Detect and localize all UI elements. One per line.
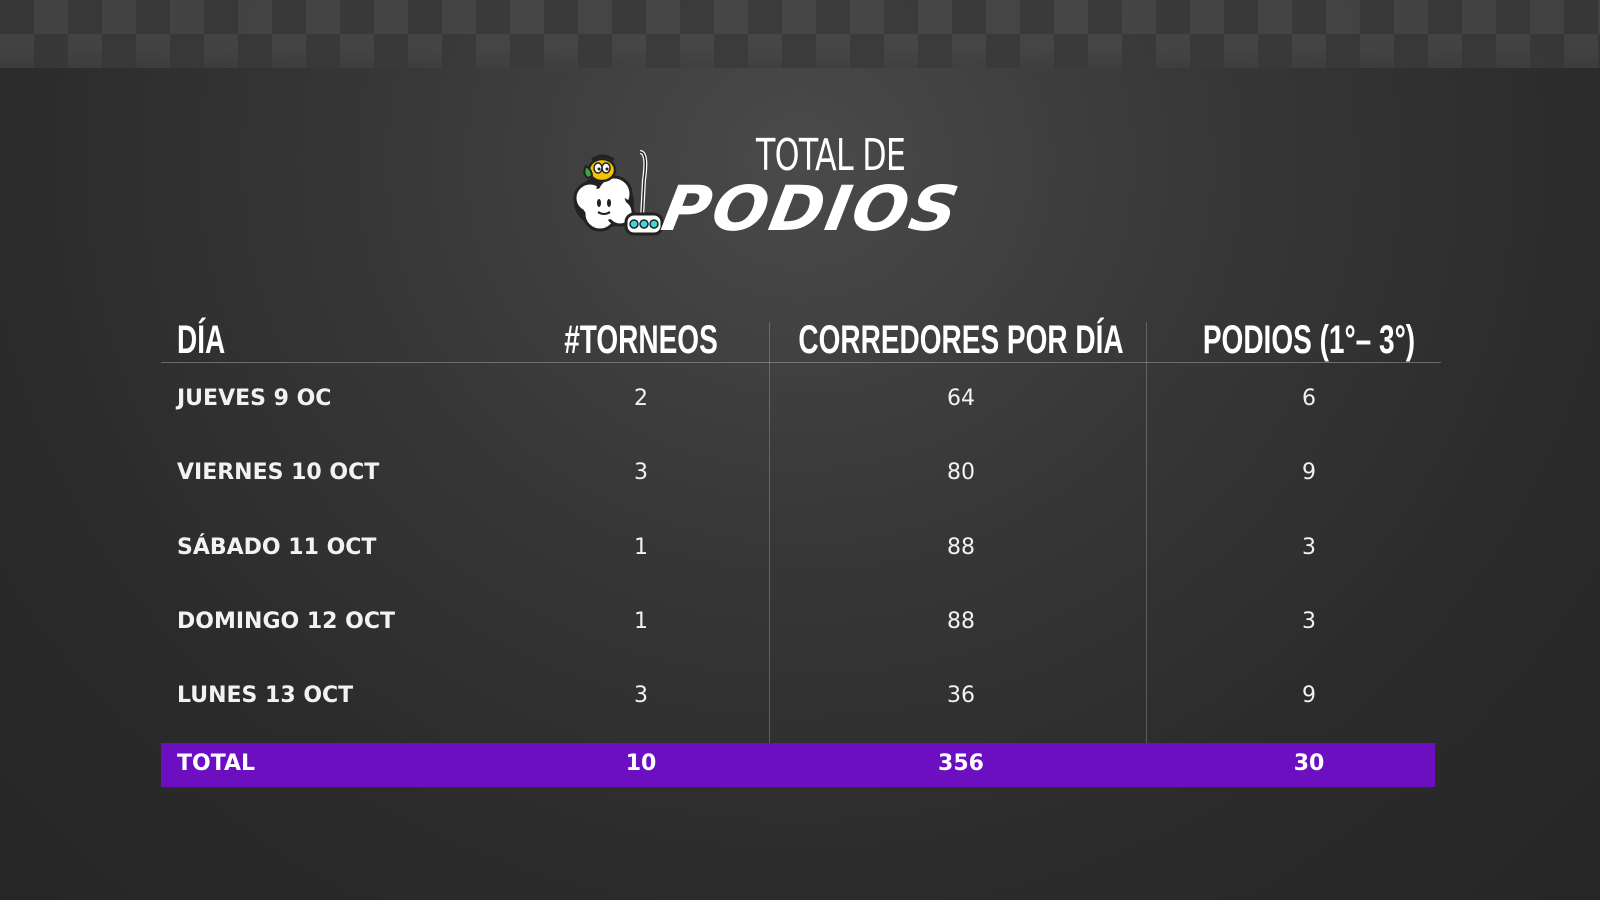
header-corredores: CORREDORES POR DÍA bbox=[798, 318, 1124, 362]
table-header: DÍA #TORNEOS CORREDORES POR DÍA PODIOS (… bbox=[161, 310, 1441, 363]
title-line-2: PODIOS bbox=[656, 172, 967, 245]
column-divider bbox=[769, 322, 770, 786]
row-torneos: 1 bbox=[634, 609, 648, 634]
checkered-banner bbox=[0, 0, 1600, 68]
row-corredores: 80 bbox=[947, 460, 975, 485]
table-row: LUNES 13 OCT 3 36 9 bbox=[161, 677, 1441, 717]
row-day: SÁBADO 11 OCT bbox=[177, 535, 377, 560]
table-row: JUEVES 9 OC 2 64 6 bbox=[161, 380, 1441, 420]
title-line-1: TOTAL DE bbox=[756, 130, 906, 181]
total-corredores: 356 bbox=[938, 751, 984, 776]
row-day: LUNES 13 OCT bbox=[177, 683, 354, 708]
row-podios: 3 bbox=[1302, 609, 1316, 634]
row-podios: 9 bbox=[1302, 683, 1316, 708]
table-row: DOMINGO 12 OCT 1 88 3 bbox=[161, 603, 1441, 643]
row-torneos: 3 bbox=[634, 460, 648, 485]
header: TOTAL DE PODIOS bbox=[570, 130, 990, 245]
row-day: JUEVES 9 OC bbox=[177, 386, 332, 411]
row-corredores: 88 bbox=[947, 609, 975, 634]
total-torneos: 10 bbox=[625, 751, 657, 776]
row-torneos: 2 bbox=[634, 386, 648, 411]
cloud-mascot-icon bbox=[573, 150, 664, 236]
row-corredores: 36 bbox=[947, 683, 975, 708]
row-podios: 6 bbox=[1302, 386, 1316, 411]
row-day: VIERNES 10 OCT bbox=[177, 460, 380, 485]
row-podios: 9 bbox=[1302, 460, 1316, 485]
table-row: SÁBADO 11 OCT 1 88 3 bbox=[161, 529, 1441, 569]
header-podios: PODIOS (1°– 3°) bbox=[1202, 318, 1416, 362]
header-dia: DÍA bbox=[177, 318, 226, 362]
column-divider bbox=[1146, 322, 1147, 786]
row-torneos: 3 bbox=[634, 683, 648, 708]
total-podios: 30 bbox=[1293, 751, 1325, 776]
table-row: VIERNES 10 OCT 3 80 9 bbox=[161, 454, 1441, 494]
total-row: TOTAL 10 356 30 bbox=[161, 743, 1435, 787]
row-corredores: 88 bbox=[947, 535, 975, 560]
row-corredores: 64 bbox=[947, 386, 975, 411]
header-torneos: #TORNEOS bbox=[564, 318, 718, 362]
row-day: DOMINGO 12 OCT bbox=[177, 609, 396, 634]
total-label: TOTAL bbox=[177, 751, 256, 776]
row-podios: 3 bbox=[1302, 535, 1316, 560]
row-torneos: 1 bbox=[634, 535, 648, 560]
